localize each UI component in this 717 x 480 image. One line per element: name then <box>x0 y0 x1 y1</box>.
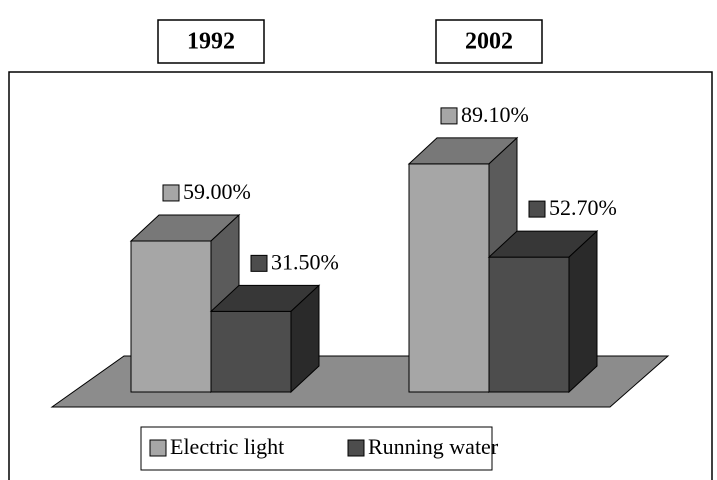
legend-box <box>140 426 493 471</box>
value-label: 59.00% <box>183 179 251 204</box>
value-label-key <box>528 200 546 218</box>
plot-frame <box>8 71 713 480</box>
legend-label: Electric light <box>170 434 284 459</box>
value-label: 31.50% <box>271 249 339 274</box>
bar-face <box>210 310 292 393</box>
value-label: 52.70% <box>549 195 617 220</box>
category-box <box>157 19 265 64</box>
value-label: 89.10% <box>461 102 529 127</box>
bar-face <box>488 256 570 393</box>
bar-face <box>290 284 320 394</box>
bar-face <box>408 163 490 393</box>
value-label-key <box>440 107 458 125</box>
category-label: 1992 <box>187 29 235 55</box>
value-label-key <box>250 254 268 272</box>
legend-label: Running water <box>368 434 499 459</box>
category-label: 2002 <box>465 29 513 55</box>
legend-key <box>149 439 167 457</box>
bar <box>209 284 321 394</box>
value-label-key <box>162 184 180 202</box>
category-box <box>435 19 543 64</box>
bar-face <box>130 240 212 393</box>
bar-face <box>568 229 598 394</box>
bar <box>487 229 599 394</box>
legend-key <box>347 439 365 457</box>
